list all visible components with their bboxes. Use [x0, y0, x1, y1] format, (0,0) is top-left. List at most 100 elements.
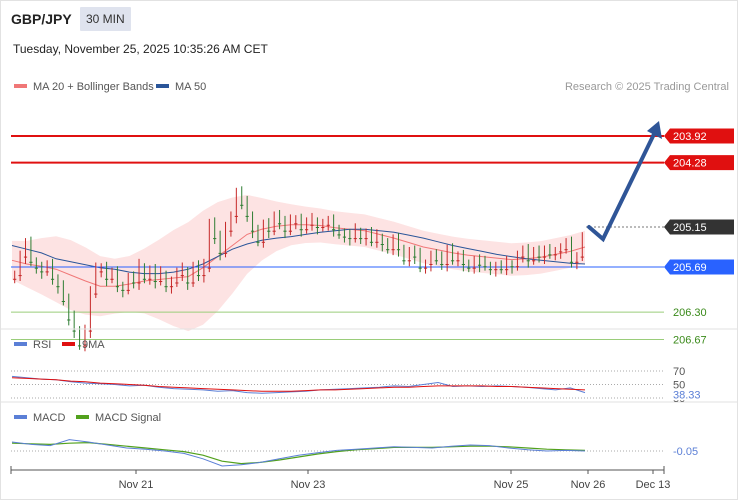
candle-body [45, 271, 49, 273]
macd-panel: -0.05 [11, 439, 698, 467]
candle [575, 252, 579, 270]
candle [164, 270, 168, 293]
candle [175, 267, 179, 287]
x-tick-label: Nov 21 [119, 479, 154, 491]
candle [61, 280, 65, 306]
candle [467, 259, 471, 273]
candle [494, 261, 498, 277]
candle [315, 217, 320, 235]
candle [142, 263, 147, 284]
candle [380, 233, 384, 252]
candle [521, 245, 525, 263]
x-tick-label: Nov 23 [291, 479, 326, 491]
candle [553, 246, 557, 261]
candle [488, 261, 493, 276]
candle [472, 255, 476, 274]
candle-body [348, 238, 352, 240]
candle [564, 238, 568, 254]
candle-body [104, 278, 109, 280]
candle-body [332, 229, 336, 231]
candle-body [396, 249, 401, 251]
candle [104, 261, 109, 287]
candle [542, 245, 547, 264]
candle-body [250, 230, 255, 232]
candle [440, 251, 444, 270]
candle [532, 246, 536, 265]
ma50-line [11, 228, 586, 275]
candle [445, 244, 449, 272]
candle-body [67, 319, 71, 321]
candle-body [267, 230, 271, 232]
candle-body [207, 267, 211, 269]
candle [537, 245, 541, 263]
candle [110, 267, 114, 284]
candle [250, 211, 255, 239]
candle-body [353, 238, 357, 240]
candle [407, 246, 411, 267]
candle-body [196, 275, 201, 277]
candle-body [288, 230, 292, 232]
candle-body [418, 267, 422, 269]
interval-button[interactable]: 30 MIN [80, 7, 131, 31]
macd-signal-legend-label: MACD Signal [95, 412, 161, 424]
candle-body [505, 269, 509, 271]
price-tag-text: 206.30 [673, 307, 707, 319]
x-tick-label: Nov 25 [494, 479, 529, 491]
price-tag-text: 203.92 [673, 131, 707, 143]
candle-body [326, 224, 330, 226]
price-tag-text: 204.28 [673, 158, 707, 170]
candle [353, 223, 357, 243]
candle [72, 310, 76, 338]
candle-body [213, 238, 217, 240]
candle [153, 263, 157, 289]
candle-body [542, 256, 547, 258]
rsi-value-label: 38.33 [673, 389, 701, 401]
candle [186, 266, 190, 290]
candle [18, 250, 22, 282]
candle-body [456, 260, 460, 262]
candle-body [283, 230, 287, 232]
candle [375, 229, 379, 248]
candle-body [380, 244, 384, 246]
candle [548, 244, 552, 259]
candle [229, 211, 233, 237]
candle [305, 217, 309, 234]
candle-body [423, 267, 428, 269]
candle [477, 254, 482, 273]
candle-body [477, 264, 482, 266]
bollinger-band-fill [12, 194, 585, 332]
chart-datetime: Tuesday, November 25, 2025 10:35:26 AM C… [13, 42, 268, 56]
candle-body [29, 261, 33, 263]
candle-body [364, 238, 368, 240]
candle-body [429, 263, 433, 265]
candle-body [359, 238, 363, 240]
price-levels [11, 135, 664, 340]
rsi-value-bg [670, 388, 710, 401]
candle [569, 236, 574, 268]
rsi-ma-line [11, 377, 586, 392]
candle-body [180, 275, 184, 277]
candle-body [110, 278, 114, 280]
candle [207, 218, 211, 273]
candle-body [526, 260, 530, 262]
candle-body [115, 286, 120, 288]
candle [126, 272, 130, 295]
candle-body [13, 278, 17, 280]
candle-body [169, 286, 174, 288]
rsi-ma-legend-swatch [62, 342, 75, 346]
candle [337, 224, 341, 239]
ma50-legend-label: MA 50 [175, 81, 206, 93]
candle [342, 228, 347, 243]
candle-body [23, 256, 28, 258]
candlesticks [13, 186, 584, 352]
candle-body [305, 229, 309, 231]
candle-body [229, 230, 233, 232]
candle-body [537, 256, 541, 258]
candle-body [99, 271, 103, 273]
candle [40, 261, 44, 279]
candle-body [223, 252, 228, 254]
candle [423, 259, 428, 274]
candle [456, 251, 460, 267]
candle [159, 266, 163, 286]
